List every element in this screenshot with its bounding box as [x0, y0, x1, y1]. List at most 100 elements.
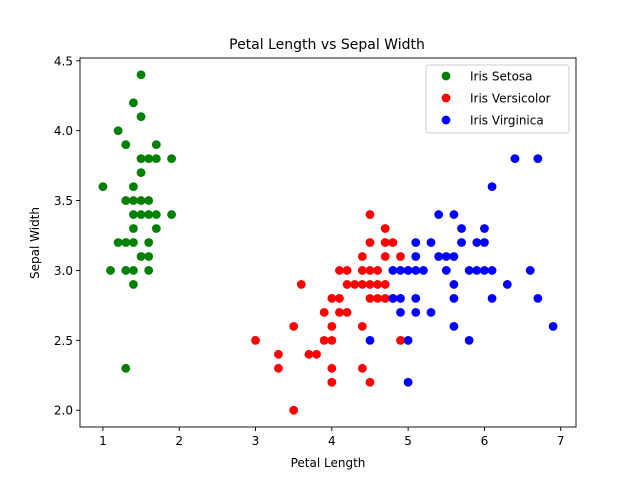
- data-point: [121, 140, 131, 150]
- data-point: [136, 210, 146, 219]
- data-point: [342, 307, 352, 317]
- data-point: [327, 321, 337, 331]
- data-point: [121, 363, 131, 373]
- data-point: [403, 266, 413, 275]
- data-point: [357, 266, 367, 275]
- legend-box: [425, 64, 570, 134]
- data-point: [396, 294, 405, 303]
- data-point: [380, 252, 390, 261]
- data-point: [533, 294, 543, 303]
- data-point: [121, 266, 131, 275]
- y-axis: 2.0 2.5 3.0 3.5 4.0 4.5: [54, 54, 80, 418]
- legend-marker: [441, 115, 451, 125]
- data-point: [472, 266, 482, 275]
- data-point: [548, 321, 558, 331]
- data-point: [151, 154, 161, 164]
- data-point: [144, 154, 154, 164]
- x-tick-label: 4: [328, 434, 336, 448]
- data-point: [335, 266, 344, 275]
- data-point: [411, 294, 421, 303]
- data-point: [136, 252, 146, 261]
- data-point: [388, 294, 398, 303]
- data-point: [487, 182, 497, 191]
- data-point: [480, 266, 489, 275]
- data-point: [319, 335, 329, 345]
- data-point: [136, 70, 146, 80]
- data-point: [365, 377, 375, 387]
- x-tick-label: 5: [404, 434, 412, 448]
- data-point: [487, 294, 497, 303]
- legend-marker: [441, 93, 451, 103]
- data-point: [342, 266, 352, 275]
- data-point: [411, 238, 421, 247]
- data-point: [434, 210, 444, 219]
- legend-label: Iris Versicolor: [470, 92, 551, 106]
- data-point: [335, 294, 344, 303]
- data-point: [449, 210, 459, 219]
- data-point: [357, 321, 367, 331]
- data-point: [449, 252, 459, 261]
- data-point: [327, 294, 337, 303]
- data-point: [129, 196, 138, 205]
- data-point: [151, 224, 161, 233]
- data-point: [365, 335, 375, 345]
- chart-title: Petal Length vs Sepal Width: [229, 37, 425, 53]
- data-point: [396, 266, 405, 275]
- y-tick-label: 3.0: [54, 264, 73, 278]
- data-point: [449, 321, 459, 331]
- data-point: [113, 238, 123, 247]
- data-point: [327, 377, 337, 387]
- data-point: [296, 280, 306, 289]
- data-point: [434, 252, 444, 261]
- data-point: [136, 168, 146, 178]
- data-point: [464, 266, 474, 275]
- data-point: [525, 266, 535, 275]
- data-point: [396, 252, 405, 261]
- x-tick-label: 1: [99, 434, 107, 448]
- data-point: [396, 335, 405, 345]
- data-point: [167, 210, 176, 219]
- data-point: [312, 349, 321, 359]
- x-axis-label: Petal Length: [291, 456, 366, 470]
- data-point: [449, 294, 459, 303]
- data-point: [411, 307, 421, 317]
- data-point: [403, 377, 413, 387]
- data-point: [289, 321, 299, 331]
- data-point: [365, 210, 375, 219]
- data-point: [342, 280, 352, 289]
- data-point: [373, 266, 382, 275]
- data-point: [380, 238, 390, 247]
- y-tick-label: 2.5: [54, 334, 73, 348]
- data-point: [144, 252, 154, 261]
- data-point: [327, 335, 337, 345]
- data-point: [304, 349, 314, 359]
- data-point: [129, 182, 138, 191]
- data-point: [365, 280, 375, 289]
- data-point: [411, 252, 421, 261]
- data-point: [403, 335, 413, 345]
- points-layer: [98, 70, 558, 415]
- data-point: [136, 196, 146, 205]
- legend-label: Iris Setosa: [470, 70, 533, 84]
- data-point: [533, 154, 543, 164]
- data-point: [426, 238, 436, 247]
- data-point: [144, 266, 154, 275]
- data-point: [121, 238, 131, 247]
- data-point: [327, 363, 337, 373]
- data-point: [457, 238, 466, 247]
- data-point: [464, 335, 474, 345]
- data-point: [418, 266, 428, 275]
- data-point: [426, 307, 436, 317]
- x-axis: 1 2 3 4 5 6 7: [99, 427, 565, 448]
- x-tick-label: 3: [252, 434, 260, 448]
- data-point: [144, 238, 154, 247]
- y-tick-label: 3.5: [54, 194, 73, 208]
- data-point: [129, 210, 138, 219]
- data-point: [274, 363, 283, 373]
- data-point: [274, 349, 283, 359]
- data-point: [365, 294, 375, 303]
- legend-marker: [441, 71, 451, 81]
- data-point: [129, 98, 138, 108]
- data-point: [373, 294, 382, 303]
- data-point: [480, 224, 489, 233]
